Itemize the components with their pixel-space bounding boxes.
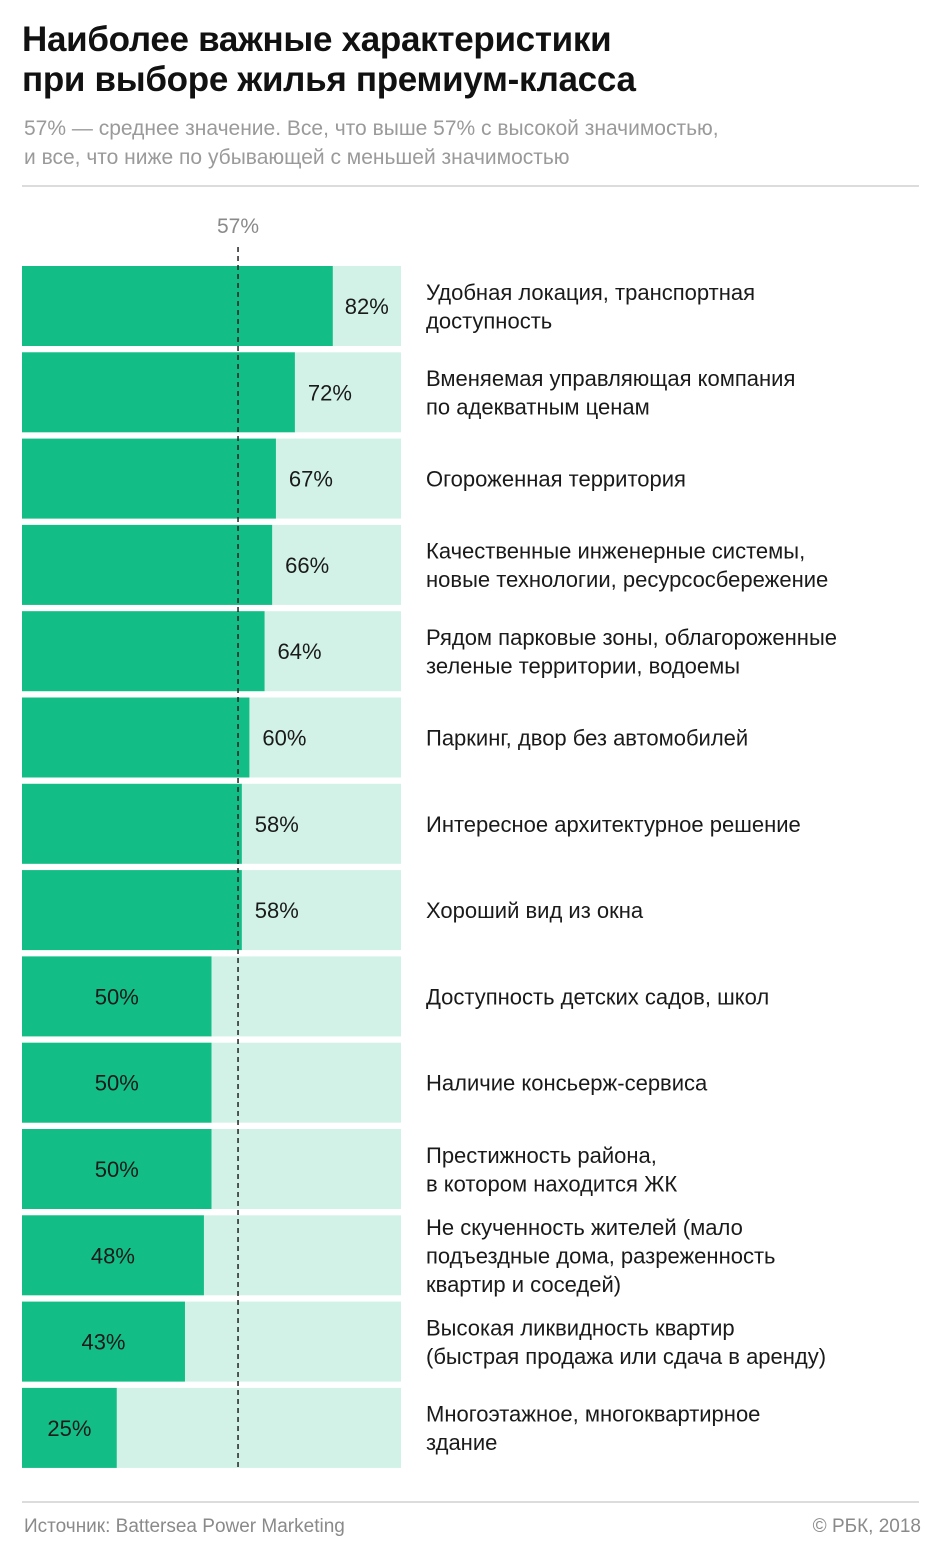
category-label: Рядом парковые зоны, облагороженные	[426, 625, 837, 650]
category-label: Наличие консьерж-сервиса	[426, 1071, 708, 1096]
category-label: Удобная локация, транспортная	[426, 280, 755, 305]
value-label: 60%	[262, 726, 306, 751]
category-label: подъездные дома, разреженность	[426, 1243, 776, 1268]
category-label: Доступность детских садов, школ	[426, 984, 769, 1009]
category-label: Интересное архитектурное решение	[426, 812, 801, 837]
bar	[22, 956, 212, 1037]
category-label: квартир и соседей)	[426, 1272, 621, 1297]
category-label: Высокая ликвидность квартир	[426, 1315, 735, 1340]
category-label: Качественные инженерные системы,	[426, 539, 805, 564]
bar	[22, 697, 250, 778]
category-label: Огороженная территория	[426, 467, 686, 492]
value-label: 58%	[255, 812, 299, 837]
category-label: Не скученность жителей (мало	[426, 1215, 743, 1240]
category-label: в котором находится ЖК	[426, 1171, 677, 1196]
bar	[22, 266, 333, 346]
title-line-1: Наиболее важные характеристики	[22, 20, 612, 59]
bar	[22, 1215, 204, 1296]
subtitle-line-2: и все, что ниже по убывающей с меньшей з…	[24, 146, 570, 169]
category-label: по адекватным ценам	[426, 395, 650, 420]
value-label: 82%	[345, 294, 389, 319]
category-label: зеленые территории, водоемы	[426, 653, 740, 678]
value-label: 50%	[95, 984, 139, 1009]
category-label: Престижность района,	[426, 1143, 657, 1168]
value-label: 66%	[285, 553, 329, 578]
bar	[22, 1129, 212, 1209]
reference-line-label: 57%	[217, 215, 259, 238]
bar-chart: 82% Удобная локация, транспортная доступно…	[22, 215, 837, 1468]
value-label: 25%	[47, 1416, 91, 1441]
bottom-divider	[22, 1501, 919, 1503]
category-label: здание	[426, 1430, 497, 1455]
category-label: (быстрая продажа или сдача в аренду)	[426, 1344, 826, 1369]
bar	[22, 1301, 185, 1382]
chart-title: Наиболее важные характеристики при выбор…	[22, 20, 922, 100]
source-note: Источник: Battersea Power Marketing	[24, 1516, 345, 1537]
bar	[22, 1042, 212, 1123]
value-label: 48%	[91, 1243, 135, 1268]
top-divider	[22, 185, 919, 187]
bar	[22, 870, 242, 951]
value-label: 67%	[289, 467, 333, 492]
value-label: 43%	[81, 1330, 125, 1355]
category-label: Хороший вид из окна	[426, 898, 644, 923]
category-label: Паркинг, двор без автомобилей	[426, 726, 748, 751]
bar	[22, 1387, 117, 1468]
title-line-2: при выборе жилья премиум-класса	[22, 60, 636, 99]
copyright-note: © РБК, 2018	[812, 1516, 921, 1537]
category-label: новые технологии, ресурсосбережение	[426, 567, 828, 592]
value-label: 72%	[308, 380, 352, 405]
bar	[22, 783, 242, 864]
category-label: Вменяемая управляющая компания	[426, 366, 795, 391]
value-label: 64%	[278, 639, 322, 664]
value-label: 50%	[95, 1157, 139, 1182]
chart-subtitle: 57% — среднее значение. Все, что выше 57…	[24, 114, 924, 172]
category-label: Многоэтажное, многоквартирное	[426, 1402, 760, 1427]
bar	[22, 524, 273, 605]
bar	[22, 438, 276, 519]
bar	[22, 352, 295, 433]
value-label: 58%	[255, 898, 299, 923]
value-label: 50%	[95, 1071, 139, 1096]
subtitle-line-1: 57% — среднее значение. Все, что выше 57…	[24, 117, 719, 140]
bar	[22, 611, 265, 692]
category-label: доступность	[426, 308, 552, 333]
